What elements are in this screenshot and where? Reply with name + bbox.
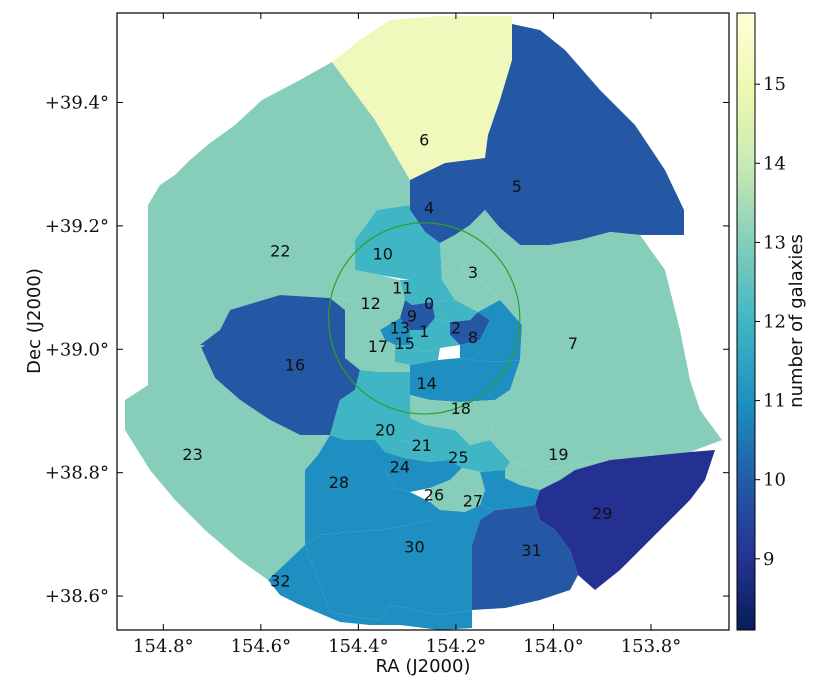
plot-frame xyxy=(116,12,730,631)
region-3-cell xyxy=(440,210,500,312)
y-tick-label-2: +39.0° xyxy=(45,339,109,360)
colorbar-tick-label-4: 13 xyxy=(763,232,786,253)
region-5-cell xyxy=(485,16,684,245)
survey-map xyxy=(125,16,722,630)
region-label-2: 2 xyxy=(451,319,461,338)
region-25-cell xyxy=(450,440,510,472)
region-label-0: 0 xyxy=(424,294,434,313)
colorbar xyxy=(736,12,756,631)
x-axis: 154.8° 154.6° 154.4° 154.2° 154.0° 153.8° xyxy=(133,13,681,657)
region-17-cell xyxy=(345,310,410,372)
colorbar-tick-label-2: 11 xyxy=(763,391,786,412)
region-label-5: 5 xyxy=(512,177,522,196)
colorbar-tick-label-1: 10 xyxy=(763,470,786,491)
region-label-20: 20 xyxy=(375,420,395,439)
region-24-cell xyxy=(385,452,462,492)
colorbar-tick-label-6: 15 xyxy=(763,74,786,95)
region-label-1: 1 xyxy=(419,322,429,341)
y-tick-label-0: +39.4° xyxy=(45,92,109,113)
region-label-14: 14 xyxy=(416,374,436,393)
region-18-cell xyxy=(410,390,510,445)
region-4-cell xyxy=(410,158,485,243)
x-tick-label-4: 154.0° xyxy=(523,636,584,657)
field-circle xyxy=(327,222,521,415)
colorbar-title: number of galaxies xyxy=(786,234,807,408)
region-29-cell xyxy=(535,450,715,590)
region-label-4: 4 xyxy=(424,198,434,217)
region-label-12: 12 xyxy=(360,294,380,313)
region-labels: 01 23456789101112131415161718192021222324… xyxy=(182,130,612,590)
x-tick-label-1: 154.6° xyxy=(231,636,292,657)
x-axis-title: RA (J2000) xyxy=(376,656,471,677)
region-23-cell xyxy=(125,345,330,580)
region-label-18: 18 xyxy=(451,399,471,418)
region-label-10: 10 xyxy=(373,245,393,264)
region-label-27: 27 xyxy=(463,491,483,510)
region-26-cell xyxy=(430,468,485,512)
region-label-11: 11 xyxy=(392,279,412,298)
region-label-19: 19 xyxy=(548,445,568,464)
region-label-9: 9 xyxy=(407,306,417,325)
region-label-21: 21 xyxy=(412,436,432,455)
region-label-32: 32 xyxy=(270,572,290,591)
y-tick-label-3: +38.8° xyxy=(45,463,109,484)
x-tick-label-3: 154.2° xyxy=(426,636,487,657)
x-tick-label-2: 154.4° xyxy=(328,636,389,657)
y-tick-label-1: +39.2° xyxy=(45,216,109,237)
region-7-cell xyxy=(460,228,722,470)
region-label-30: 30 xyxy=(404,538,424,557)
region-label-24: 24 xyxy=(390,457,410,476)
region-11-cell xyxy=(400,280,455,305)
colorbar-tick-label-5: 14 xyxy=(763,153,786,174)
region-2-cell xyxy=(450,312,490,345)
region-30-cell xyxy=(305,502,495,620)
region-label-3: 3 xyxy=(468,263,478,282)
region-32-cell xyxy=(268,545,472,630)
region-label-28: 28 xyxy=(329,473,349,492)
region-label-13: 13 xyxy=(390,319,410,338)
region-9-cell xyxy=(400,300,435,330)
region-31-cell xyxy=(472,505,578,610)
x-tick-label-5: 153.8° xyxy=(621,636,682,657)
y-tick-label-4: +38.6° xyxy=(45,586,109,607)
region-label-16: 16 xyxy=(285,356,305,375)
colorbar-tick-label-0: 9 xyxy=(763,549,774,570)
region-20-cell xyxy=(330,370,470,445)
region-label-31: 31 xyxy=(521,541,541,560)
region-6-cell xyxy=(332,16,512,180)
region-label-15: 15 xyxy=(395,334,415,353)
region-28-cell xyxy=(305,435,430,545)
y-axis-title: Dec (J2000) xyxy=(24,268,45,374)
region-8-cell xyxy=(460,300,522,362)
colorbar-ticks: 9 10 11 12 13 14 15 xyxy=(755,74,786,570)
y-axis: +39.4° +39.2° +39.0° +38.8° +38.6° xyxy=(45,92,729,607)
colorbar-tick-label-3: 12 xyxy=(763,312,786,333)
region-1-cell xyxy=(410,318,460,352)
region-label-17: 17 xyxy=(368,337,388,356)
region-label-25: 25 xyxy=(448,448,468,467)
region-15-cell xyxy=(395,345,440,365)
region-10-cell xyxy=(355,205,442,280)
region-label-8: 8 xyxy=(468,328,478,347)
region-label-26: 26 xyxy=(424,485,444,504)
region-0-cell xyxy=(432,300,478,322)
region-13-cell xyxy=(380,318,410,345)
region-label-23: 23 xyxy=(182,445,202,464)
region-label-6: 6 xyxy=(419,130,429,149)
region-label-22: 22 xyxy=(270,242,290,261)
region-label-29: 29 xyxy=(592,504,612,523)
region-label-7: 7 xyxy=(568,334,578,353)
x-tick-label-0: 154.8° xyxy=(133,636,194,657)
region-21-cell xyxy=(375,440,470,462)
region-22-cell xyxy=(148,62,410,385)
region-14-cell xyxy=(410,358,520,402)
region-27-cell xyxy=(480,470,540,510)
